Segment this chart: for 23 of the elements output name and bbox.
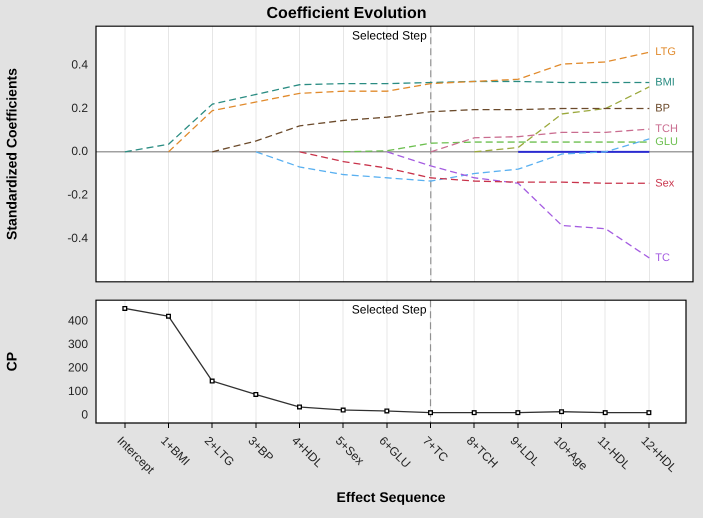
x-axis-title: Effect Sequence: [336, 489, 446, 505]
ref-line-label: Selected Step: [352, 28, 428, 43]
series-label: TCH: [655, 123, 678, 136]
y-axis-title: CP: [3, 352, 20, 372]
y-tick-label: 0.2: [71, 100, 88, 115]
y-axis-title: Standardized Coefficients: [3, 68, 20, 240]
y-tick-label: -0.2: [67, 187, 88, 202]
series-label: BP: [655, 102, 670, 115]
y-tick-label: 400: [68, 313, 88, 328]
series-label: BMI: [655, 76, 675, 89]
y-tick-label: -0.4: [67, 230, 88, 245]
y-tick-label: 0.4: [71, 58, 88, 72]
series-label: TC: [655, 252, 670, 264]
ref-line-label: Selected Step: [352, 302, 427, 317]
chart-title: Coefficient Evolution: [266, 5, 426, 22]
series-label: LTG: [655, 46, 676, 58]
series-label: Sex: [655, 177, 675, 190]
y-tick-label: 0: [81, 408, 88, 422]
y-tick-label: 100: [68, 384, 88, 398]
y-tick-label: 200: [68, 360, 88, 374]
series-label: GLU: [655, 136, 678, 148]
y-tick-label: 300: [68, 336, 88, 351]
y-tick-label: 0.0: [71, 144, 88, 158]
